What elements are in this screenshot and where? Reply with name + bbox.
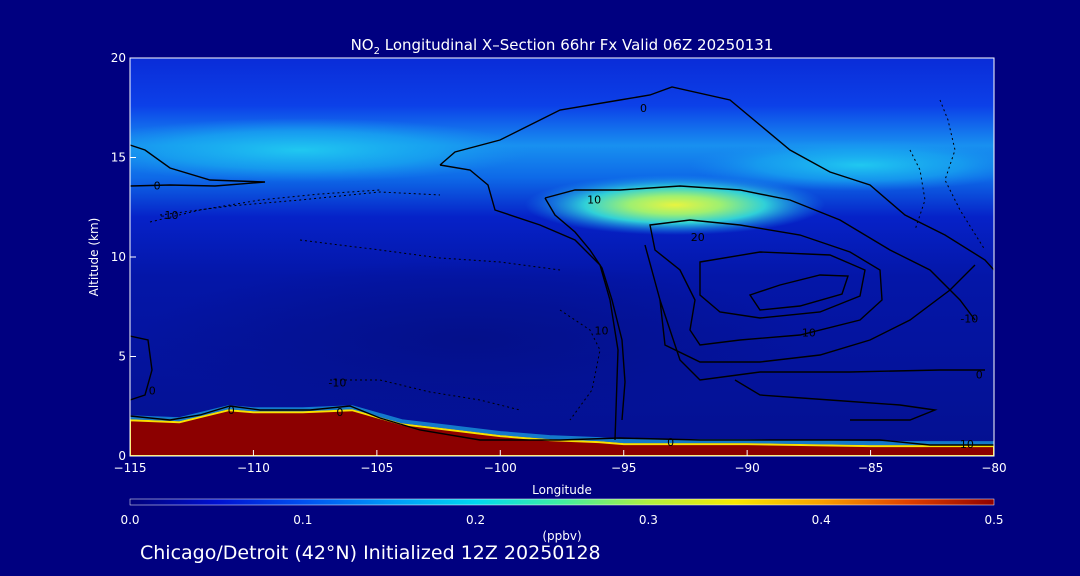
colorbar-tick-label: 0.1 [293, 513, 312, 527]
y-tick-label: 0 [118, 449, 126, 463]
colorbar-units: (ppbv) [542, 529, 581, 543]
contour-0-upper [439, 86, 994, 271]
chart-title: NO2 Longitudinal X–Section 66hr Fx Valid… [351, 36, 774, 57]
y-tick-label: 20 [111, 51, 126, 65]
contour-neg-lower [734, 379, 938, 421]
x-tick-label: −80 [981, 461, 1006, 475]
contour-label: -10 [161, 209, 179, 222]
colorbar [129, 498, 995, 506]
contour-label: 10 [594, 325, 608, 338]
colorbar-tick-label: 0.4 [812, 513, 831, 527]
contour-0-lowwest [130, 335, 153, 401]
x-axis: −115 −110 −105 −100 −95 −90 −85 −80 [114, 450, 1007, 475]
contour-labels: 0 0 -10 10 20 10 -10 0 10 -10 0 0 0 0 10 [149, 102, 983, 451]
contour-label: 0 [336, 406, 343, 419]
contour-0-lower [659, 299, 985, 381]
contour-label: 10 [802, 327, 816, 340]
colorbar-tick-label: 0.0 [120, 513, 139, 527]
contour-label: 0 [667, 436, 674, 449]
x-tick-label: −110 [237, 461, 270, 475]
contour-label: 20 [691, 231, 705, 244]
contour-0-west [130, 144, 266, 187]
y-axis: 0 5 10 15 20 [111, 51, 136, 463]
contour-label: 10 [960, 438, 974, 451]
contour-10-upper-inner [544, 197, 626, 421]
x-tick-label: −85 [858, 461, 883, 475]
contour-label: 0 [228, 404, 235, 417]
tropopause-band-left [130, 118, 530, 182]
run-info-caption: Chicago/Detroit (42°N) Initialized 12Z 2… [140, 542, 601, 564]
colorbar-tick-label: 0.3 [639, 513, 658, 527]
contour-label: 0 [640, 102, 647, 115]
x-tick-label: −95 [611, 461, 636, 475]
x-tick-label: −90 [734, 461, 759, 475]
terrain-surface-layer [130, 409, 994, 456]
y-axis-label: Altitude (km) [87, 218, 101, 297]
contour-10-lower [644, 244, 976, 363]
lower-dark-region [140, 260, 800, 420]
contour-label: 0 [154, 179, 161, 192]
x-tick-label: −115 [114, 461, 147, 475]
y-tick-label: 5 [118, 350, 126, 364]
tropopause-band-right [690, 139, 994, 191]
contour-lines [130, 86, 994, 446]
x-axis-label: Longitude [532, 483, 592, 497]
contour-label: 10 [587, 193, 601, 206]
y-tick-label: 15 [111, 151, 126, 165]
x-tick-label: −100 [484, 461, 517, 475]
contour-10-upper [544, 185, 976, 321]
contour-lines-dashed [149, 99, 986, 421]
upper-layer-maximum [525, 175, 825, 235]
plot-area: 0 0 -10 10 20 10 -10 0 10 -10 0 0 0 0 10 [130, 58, 994, 456]
contour-label: -10 [328, 376, 346, 389]
contour-label: 0 [976, 368, 983, 381]
colorbar-tick-label: 0.2 [466, 513, 485, 527]
x-tick-label: −105 [360, 461, 393, 475]
contour-0-upper-return [439, 164, 619, 441]
colorbar-ticks: 0.0 0.1 0.2 0.3 0.4 0.5 [120, 513, 1003, 527]
contour-30 [699, 251, 866, 319]
contour-inner-max [748, 274, 849, 311]
colorbar-tick-label: 0.5 [984, 513, 1003, 527]
contour-label: -10 [960, 313, 978, 326]
y-tick-label: 10 [111, 250, 126, 264]
contour-20 [649, 219, 883, 346]
contour-surface-a [130, 405, 994, 446]
contour-label: 0 [149, 384, 156, 397]
